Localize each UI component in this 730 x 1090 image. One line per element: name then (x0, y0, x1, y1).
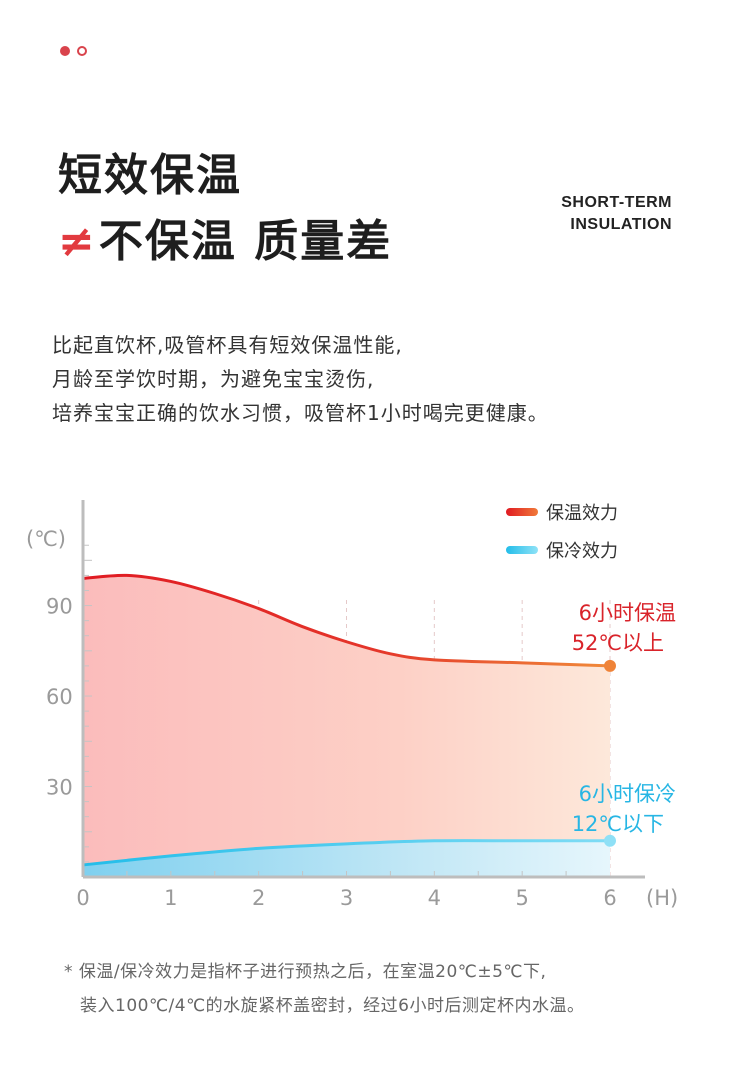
x-axis-label: (H) (646, 886, 678, 910)
warm-endpoint (604, 659, 616, 672)
legend-label-warm: 保温效力 (546, 503, 618, 524)
x-tick-label: 1 (164, 886, 177, 910)
page-title: 短效保温 (58, 150, 242, 201)
cool-endpoint (604, 834, 616, 847)
description: 比起直饮杯,吸管杯具有短效保温性能, 月龄至学饮时期，为避免宝宝烫伤, 培养宝宝… (52, 328, 549, 430)
not-equal-icon: ≠ (58, 216, 97, 267)
series-line-warm (82, 573, 611, 668)
warm-annotation-line1: 6小时保温 (579, 601, 676, 625)
x-tick-label: 2 (252, 886, 265, 910)
english-line-2: INSULATION (570, 216, 672, 233)
x-tick-label: 6 (603, 886, 616, 910)
y-tick-label: 90 (46, 595, 73, 619)
warm-annotation-line2: 52℃以上 (572, 631, 664, 655)
series-line-cool (82, 839, 610, 867)
x-tick-label: 5 (515, 886, 528, 910)
subtitle-text: 不保温 质量差 (98, 216, 393, 267)
cool-area (83, 840, 610, 877)
x-tick-label: 4 (428, 886, 441, 910)
warm-area (83, 575, 610, 877)
outline-dot-icon (77, 46, 87, 56)
legend-label-cool: 保冷效力 (546, 541, 618, 562)
x-tick-label: 3 (340, 886, 353, 910)
cool-annotation-line1: 6小时保冷 (579, 782, 676, 806)
y-tick-label: 60 (46, 685, 73, 709)
description-line: 月龄至学饮时期，为避免宝宝烫伤, (52, 367, 375, 391)
filled-dot-icon (60, 46, 70, 56)
english-line-1: SHORT-TERM (561, 194, 672, 211)
footnote: * 保温/保冷效力是指杯子进行预热之后，在室温20℃±5℃下, 装入100℃/4… (64, 955, 585, 1023)
english-tag: SHORT-TERM INSULATION (561, 192, 672, 236)
legend-swatch-cool (506, 546, 538, 554)
legend-swatch-warm (506, 508, 538, 516)
footnote-line: 装入100℃/4℃的水旋紧杯盖密封，经过6小时后测定杯内水温。 (80, 996, 585, 1016)
page-subtitle: ≠不保温 质量差 (58, 212, 392, 272)
y-tick-label: 30 (46, 776, 73, 800)
x-tick-label: 0 (76, 886, 89, 910)
cool-annotation-line2: 12℃以下 (572, 812, 664, 836)
description-line: 培养宝宝正确的饮水习惯，吸管杯1小时喝完更健康。 (52, 401, 549, 425)
y-axis-label: (℃) (26, 527, 66, 551)
footnote-line: * 保温/保冷效力是指杯子进行预热之后，在室温20℃±5℃下, (64, 962, 547, 982)
description-line: 比起直饮杯,吸管杯具有短效保温性能, (52, 333, 403, 357)
